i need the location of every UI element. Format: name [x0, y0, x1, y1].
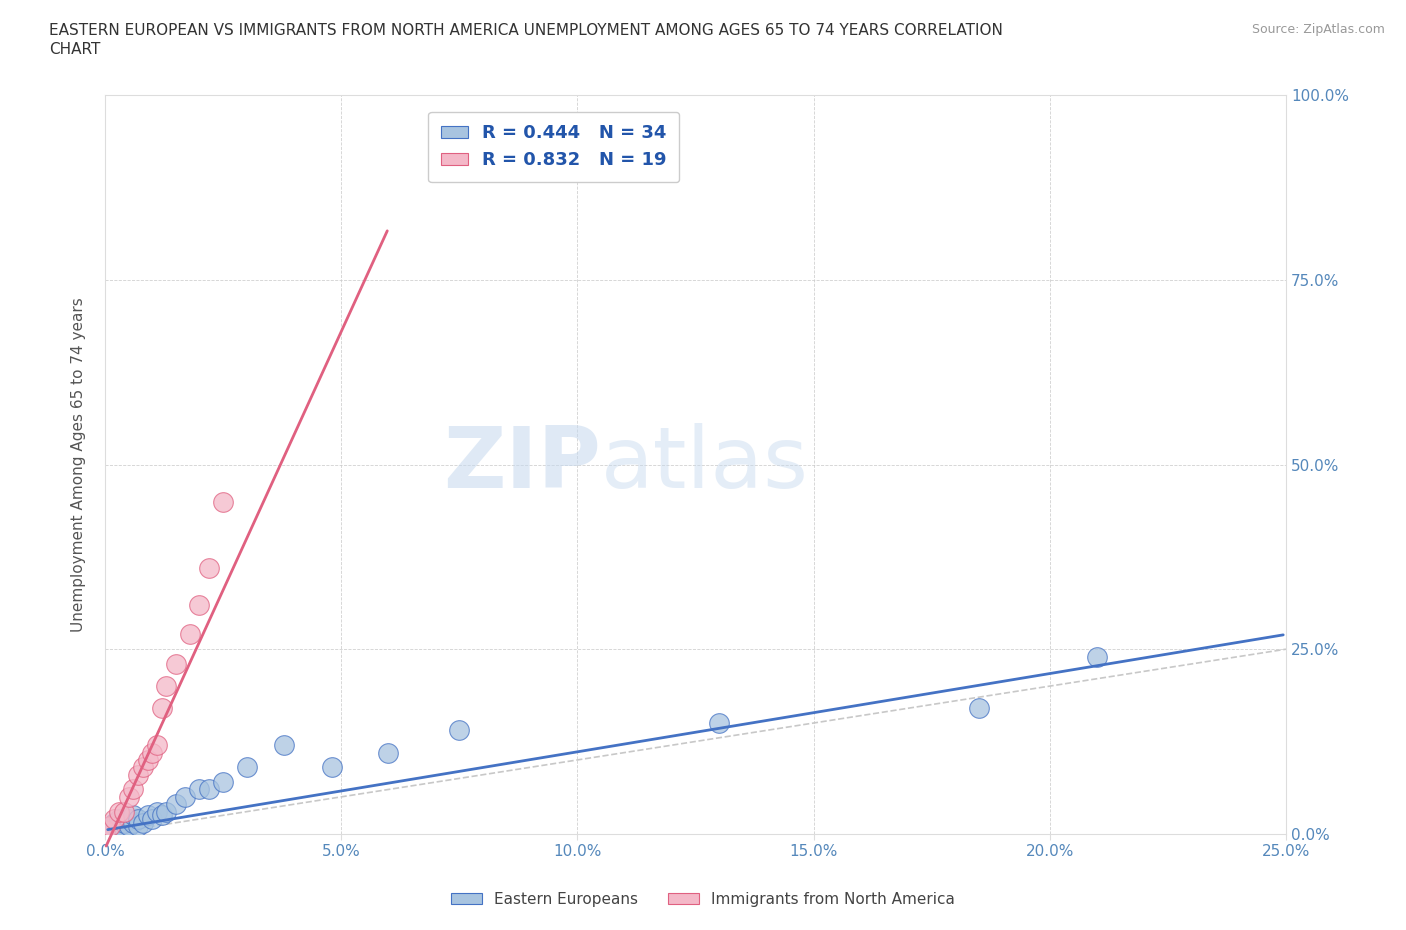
- Point: [98, 823, 121, 838]
- Point: [98, 819, 121, 834]
- Point: [967, 701, 990, 716]
- Point: [1085, 649, 1108, 664]
- Point: [165, 657, 187, 671]
- Y-axis label: Unemployment Among Ages 65 to 74 years: Unemployment Among Ages 65 to 74 years: [72, 298, 86, 632]
- Point: [103, 816, 125, 830]
- Point: [112, 816, 135, 830]
- Point: [136, 808, 159, 823]
- Point: [94, 827, 117, 842]
- Point: [117, 819, 139, 834]
- Point: [127, 812, 149, 827]
- Point: [98, 819, 121, 834]
- Point: [132, 816, 155, 830]
- Point: [146, 737, 169, 752]
- Point: [179, 627, 201, 642]
- Text: CHART: CHART: [49, 42, 101, 57]
- Point: [112, 804, 135, 819]
- Point: [707, 715, 730, 730]
- Point: [174, 790, 197, 804]
- Point: [117, 790, 139, 804]
- Point: [108, 812, 131, 827]
- Point: [198, 561, 221, 576]
- Text: EASTERN EUROPEAN VS IMMIGRANTS FROM NORTH AMERICA UNEMPLOYMENT AMONG AGES 65 TO : EASTERN EUROPEAN VS IMMIGRANTS FROM NORT…: [49, 23, 1002, 38]
- Point: [321, 760, 343, 775]
- Point: [108, 819, 131, 834]
- Text: ZIP: ZIP: [443, 423, 600, 506]
- Legend: Eastern Europeans, Immigrants from North America: Eastern Europeans, Immigrants from North…: [444, 886, 962, 913]
- Point: [165, 797, 187, 812]
- Point: [212, 494, 235, 509]
- Point: [108, 804, 131, 819]
- Point: [188, 597, 211, 612]
- Point: [150, 808, 173, 823]
- Point: [235, 760, 257, 775]
- Point: [150, 701, 173, 716]
- Legend: R = 0.444   N = 34, R = 0.832   N = 19: R = 0.444 N = 34, R = 0.832 N = 19: [427, 112, 679, 182]
- Point: [122, 808, 145, 823]
- Point: [155, 804, 177, 819]
- Point: [377, 745, 399, 760]
- Point: [132, 760, 155, 775]
- Point: [94, 823, 117, 838]
- Point: [136, 752, 159, 767]
- Point: [122, 816, 145, 830]
- Point: [117, 812, 139, 827]
- Point: [212, 775, 235, 790]
- Point: [188, 782, 211, 797]
- Point: [122, 782, 145, 797]
- Point: [155, 679, 177, 694]
- Point: [112, 823, 135, 838]
- Point: [198, 782, 221, 797]
- Text: atlas: atlas: [600, 423, 808, 506]
- Point: [141, 745, 163, 760]
- Text: Source: ZipAtlas.com: Source: ZipAtlas.com: [1251, 23, 1385, 36]
- Point: [127, 819, 149, 834]
- Point: [127, 767, 149, 782]
- Point: [146, 804, 169, 819]
- Point: [449, 723, 471, 737]
- Point: [103, 823, 125, 838]
- Point: [103, 812, 125, 827]
- Point: [273, 737, 295, 752]
- Point: [141, 812, 163, 827]
